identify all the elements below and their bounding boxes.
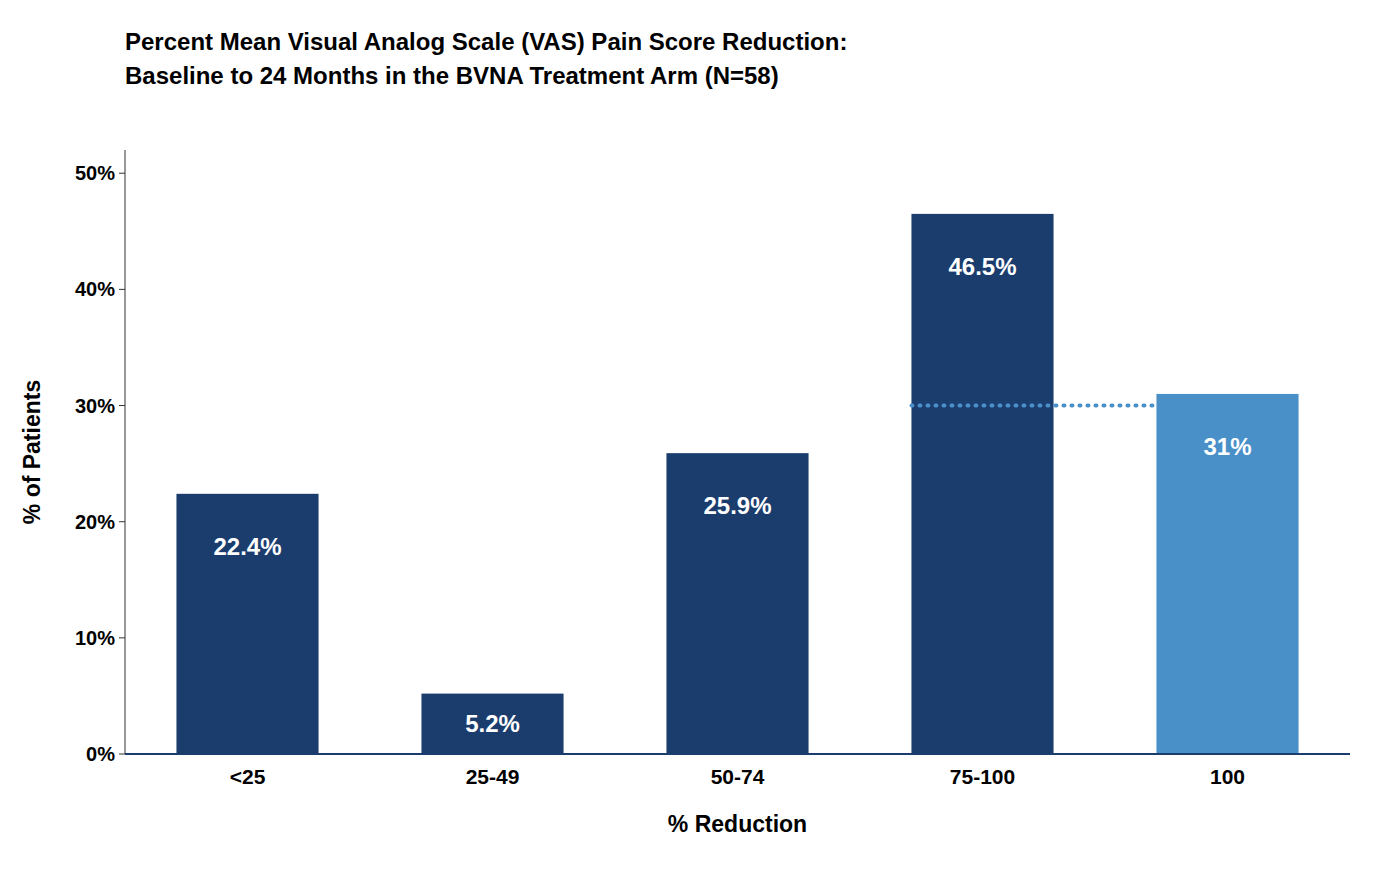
bar	[666, 453, 808, 754]
y-tick	[119, 405, 125, 406]
x-tick-label: 50-74	[711, 765, 765, 788]
y-tick	[119, 173, 125, 174]
subtitle: Baseline to 24 Months in the BVNA Treatm…	[125, 62, 779, 89]
bar	[421, 694, 563, 754]
bar	[176, 494, 318, 754]
y-tick-label: 50%	[75, 162, 115, 184]
y-axis-line	[125, 150, 126, 754]
chart: Percent Mean Visual Analog Scale (VAS) P…	[0, 0, 1390, 869]
bar	[1156, 394, 1298, 754]
y-tick	[119, 289, 125, 290]
y-axis-label: % of Patients	[19, 380, 45, 524]
x-tick-label: <25	[230, 765, 266, 788]
y-tick-label: 20%	[75, 511, 115, 533]
y-tick-label: 30%	[75, 395, 115, 417]
x-axis-line	[125, 753, 1350, 755]
y-tick-label: 40%	[75, 278, 115, 300]
x-tick-label: 100	[1210, 765, 1245, 788]
chart-container: Percent Mean Visual Analog Scale (VAS) P…	[0, 0, 1390, 869]
y-tick	[119, 637, 125, 638]
data-label: 5.2%	[465, 710, 520, 737]
x-axis-label: % Reduction	[668, 811, 807, 837]
y-tick	[119, 521, 125, 522]
data-label: 25.9%	[703, 492, 771, 519]
bar	[911, 214, 1053, 754]
y-tick	[119, 754, 125, 755]
data-label: 46.5%	[948, 253, 1016, 280]
reference-line	[911, 404, 1156, 408]
data-label: 31%	[1203, 433, 1251, 460]
x-tick-label: 25-49	[466, 765, 520, 788]
x-tick-label: 75-100	[950, 765, 1015, 788]
title: Percent Mean Visual Analog Scale (VAS) P…	[125, 28, 847, 55]
y-tick-label: 10%	[75, 627, 115, 649]
y-tick-label: 0%	[86, 743, 115, 765]
bars	[176, 214, 1298, 754]
data-label: 22.4%	[213, 533, 281, 560]
